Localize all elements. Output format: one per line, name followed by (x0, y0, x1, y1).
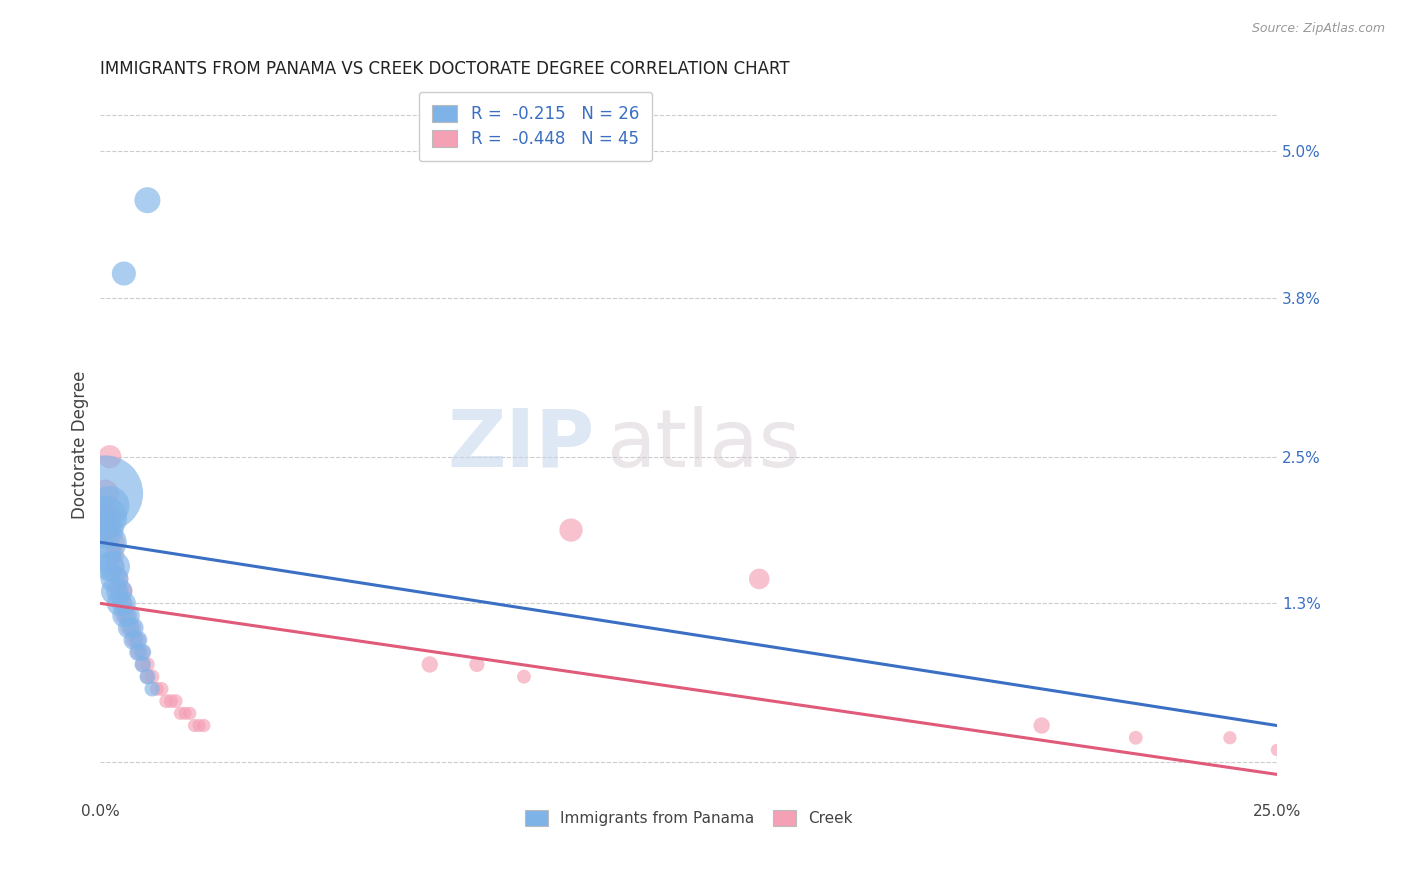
Point (132, 657, 155, 672)
Point (117, 621, 139, 635)
Point (155, 694, 177, 708)
Point (108, 572, 131, 586)
Text: IMMIGRANTS FROM PANAMA VS CREEK DOCTORATE DEGREE CORRELATION CHART: IMMIGRANTS FROM PANAMA VS CREEK DOCTORAT… (100, 60, 790, 78)
Point (183, 718, 205, 732)
Point (103, 548, 125, 562)
Point (122, 621, 145, 635)
Point (103, 559, 125, 574)
Legend: Immigrants from Panama, Creek: Immigrants from Panama, Creek (517, 803, 860, 834)
Point (122, 633, 145, 648)
Point (98, 535, 121, 549)
Point (132, 645, 155, 659)
Point (98, 511, 121, 525)
Point (419, 657, 441, 672)
Point (465, 657, 488, 672)
Point (127, 633, 149, 648)
Point (112, 267, 135, 281)
Point (188, 718, 211, 732)
Point (165, 694, 187, 708)
Y-axis label: Doctorate Degree: Doctorate Degree (72, 370, 89, 519)
Point (98, 523, 121, 537)
Point (1031, 718, 1053, 732)
Point (132, 645, 155, 659)
Point (112, 608, 135, 623)
Point (127, 645, 149, 659)
Point (112, 596, 135, 610)
Point (127, 645, 149, 659)
Point (150, 681, 173, 696)
Point (94, 523, 117, 537)
Point (94, 511, 117, 525)
Point (136, 193, 159, 207)
Point (122, 621, 145, 635)
Point (103, 559, 125, 574)
Point (117, 621, 139, 635)
Point (141, 681, 163, 696)
Point (94, 548, 117, 562)
Point (112, 596, 135, 610)
Point (108, 584, 131, 599)
Point (560, 523, 582, 537)
Point (141, 670, 163, 684)
Point (132, 657, 155, 672)
Point (136, 657, 159, 672)
Point (103, 535, 125, 549)
Text: ZIP: ZIP (447, 406, 595, 483)
Point (108, 584, 131, 599)
Point (98, 499, 121, 513)
Point (169, 706, 191, 721)
Point (174, 706, 197, 721)
Point (103, 584, 125, 599)
Point (103, 572, 125, 586)
Point (98, 450, 121, 464)
Point (117, 608, 139, 623)
Point (112, 584, 135, 599)
Point (1219, 731, 1241, 745)
Point (513, 670, 536, 684)
Point (748, 572, 770, 586)
Point (160, 694, 183, 708)
Point (127, 633, 149, 648)
Point (1125, 731, 1147, 745)
Point (136, 670, 159, 684)
Point (94, 523, 117, 537)
Point (146, 681, 169, 696)
Point (117, 608, 139, 623)
Text: atlas: atlas (606, 406, 800, 483)
Point (193, 718, 215, 732)
Point (94, 486, 117, 500)
Point (122, 633, 145, 648)
Point (112, 608, 135, 623)
Point (94, 486, 117, 500)
Point (1265, 743, 1288, 757)
Point (179, 706, 201, 721)
Point (136, 670, 159, 684)
Point (98, 559, 121, 574)
Point (108, 596, 131, 610)
Point (94, 511, 117, 525)
Text: Source: ZipAtlas.com: Source: ZipAtlas.com (1251, 22, 1385, 36)
